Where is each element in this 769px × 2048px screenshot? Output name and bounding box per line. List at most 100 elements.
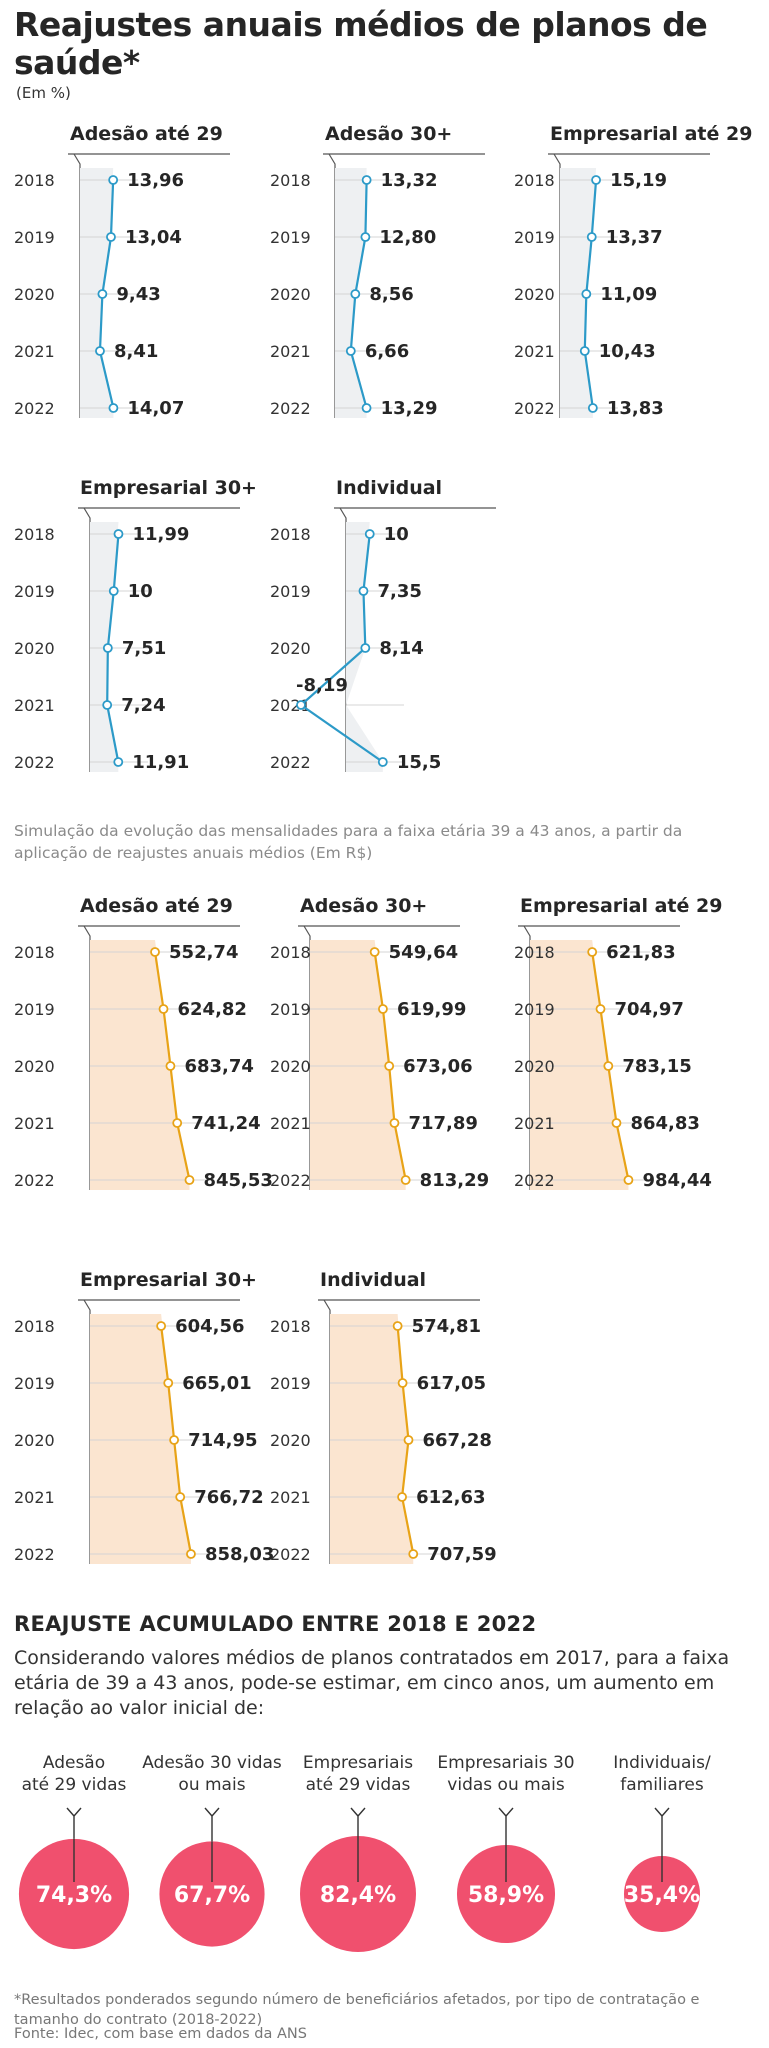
data-label: 11,09 [600, 284, 657, 305]
year-tick-label: 2022 [270, 753, 311, 772]
data-point [106, 232, 116, 242]
year-tick-label: 2020 [14, 1057, 55, 1076]
source-note: Fonte: Idec, com base em dados da ANS [14, 2026, 307, 2042]
data-point [102, 643, 113, 653]
data-label: 714,95 [188, 1430, 257, 1451]
bubble-label: Empresariais 30 [437, 1753, 574, 1773]
data-point [165, 1061, 176, 1071]
data-label: 10,43 [599, 341, 656, 362]
data-label: 619,99 [397, 999, 466, 1020]
data-point [108, 403, 119, 413]
data-point [360, 232, 371, 242]
data-point [586, 232, 597, 242]
data-point [175, 1492, 186, 1502]
year-tick-label: 2018 [14, 1317, 55, 1336]
data-label: 766,72 [194, 1487, 263, 1508]
bubble-circle [456, 1844, 556, 1944]
data-label: 984,44 [642, 1170, 711, 1191]
data-label: 707,59 [427, 1544, 496, 1565]
data-label: 621,83 [606, 942, 675, 963]
chart-money-adesao-30: Adesão 30+ 2018 2019 2020 2021 2022 549,64 619,… [270, 895, 489, 1191]
bubble-value: 35,4% [624, 1883, 700, 1908]
simulation-note: Simulação da evolução das mensalidades p… [14, 822, 683, 862]
year-tick-label: 2020 [270, 1431, 311, 1450]
data-label: 13,32 [381, 170, 438, 191]
data-label: 7,24 [121, 695, 165, 716]
data-point [169, 1435, 180, 1445]
year-tick-label: 2021 [270, 342, 311, 361]
area-fill [560, 168, 597, 418]
data-label: 11,99 [132, 524, 189, 545]
data-point [97, 289, 108, 299]
data-label: 665,01 [182, 1373, 251, 1394]
year-tick-label: 2022 [14, 399, 55, 418]
data-point [397, 1378, 408, 1388]
data-label: -8,19 [296, 675, 348, 696]
axis-line [73, 153, 81, 418]
unit-label: (Em %) [16, 84, 71, 102]
data-label: 673,06 [403, 1056, 472, 1077]
year-tick-label: 2019 [270, 228, 311, 247]
data-point [384, 1061, 395, 1071]
chart-title: Individual [336, 477, 442, 499]
data-point [360, 643, 371, 653]
data-label: 667,28 [423, 1430, 492, 1451]
data-label: 783,15 [622, 1056, 691, 1077]
year-tick-label: 2020 [270, 1057, 311, 1076]
data-point [345, 346, 356, 356]
year-tick-label: 2020 [270, 285, 311, 304]
data-point [150, 947, 160, 957]
chart-pct-empresarial-ate-29: Empresarial até 29 2018 2019 2020 2021 2022 15… [514, 123, 752, 419]
data-point [358, 586, 369, 596]
chart-title: Individual [320, 1269, 426, 1291]
data-label: 624,82 [178, 999, 247, 1020]
year-tick-label: 2019 [14, 582, 55, 601]
axis-line [553, 153, 561, 418]
bubble-value: 58,9% [468, 1883, 544, 1908]
page-title: Reajustes anuais médios de planos de saú… [14, 5, 708, 82]
year-tick-label: 2021 [14, 696, 55, 715]
bubble-label: até 29 vidas [306, 1775, 411, 1795]
year-tick-label: 2019 [270, 582, 311, 601]
data-label: 845,53 [203, 1170, 272, 1191]
data-point [587, 403, 598, 413]
year-tick-label: 2021 [514, 1114, 555, 1133]
data-point [364, 529, 375, 539]
data-label: 14,07 [127, 398, 184, 419]
data-point [603, 1061, 614, 1071]
bubble-label: ou mais [178, 1775, 245, 1795]
data-point [587, 947, 598, 957]
data-point [378, 1004, 388, 1014]
bubble-value: 74,3% [36, 1883, 112, 1908]
axis-line [83, 507, 91, 772]
data-point [361, 403, 372, 413]
data-point [113, 529, 124, 539]
data-label: 704,97 [614, 999, 683, 1020]
year-tick-label: 2020 [514, 285, 555, 304]
data-point [95, 346, 105, 356]
data-label: 683,74 [184, 1056, 253, 1077]
data-point [392, 1321, 403, 1331]
data-label: 858,03 [205, 1544, 274, 1565]
data-point [397, 1492, 407, 1502]
data-label: 15,5 [397, 752, 441, 773]
chart-title: Adesão até 29 [80, 895, 233, 917]
data-point [158, 1004, 169, 1014]
footnote: *Resultados ponderados segundo número de… [14, 1992, 700, 2028]
chart-pct-adesao-30: Adesão 30+ 2018 2019 2020 2021 2022 13,32 12,80… [270, 123, 485, 419]
year-tick-label: 2020 [270, 639, 311, 658]
data-point [377, 757, 388, 767]
data-label: 12,80 [379, 227, 436, 248]
year-tick-label: 2019 [14, 1000, 55, 1019]
chart-title: Adesão até 29 [70, 123, 223, 145]
year-tick-label: 2021 [14, 1488, 55, 1507]
year-tick-label: 2022 [14, 1545, 55, 1564]
bubble-label: vidas ou mais [447, 1775, 565, 1795]
data-point [611, 1118, 622, 1128]
data-point [184, 1175, 195, 1185]
data-point [579, 346, 590, 356]
data-label: 741,24 [191, 1113, 260, 1134]
data-label: 13,96 [127, 170, 184, 191]
data-label: 604,56 [175, 1316, 244, 1337]
data-label: 7,51 [122, 638, 166, 659]
